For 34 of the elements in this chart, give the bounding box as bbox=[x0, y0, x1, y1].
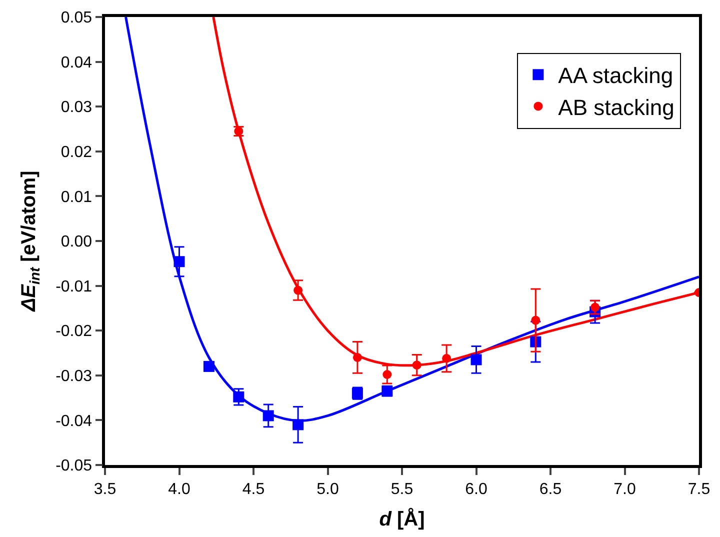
x-tick-label: 5.5 bbox=[390, 480, 414, 498]
x-tick-label: 6.0 bbox=[465, 480, 488, 498]
y-tick-label: 0.01 bbox=[60, 188, 92, 206]
y-tick-label: -0.02 bbox=[56, 323, 92, 340]
point bbox=[174, 256, 185, 268]
x-tick-label: 4.0 bbox=[168, 480, 190, 498]
x-tick-label: 6.5 bbox=[539, 480, 562, 498]
point bbox=[352, 352, 362, 362]
x-tick-label: 5.0 bbox=[316, 480, 339, 498]
y-tick-label: 0.00 bbox=[60, 234, 92, 251]
point bbox=[262, 410, 274, 422]
y-tick-label: 0.04 bbox=[60, 54, 92, 72]
y-tick-label: -0.05 bbox=[56, 458, 92, 475]
point bbox=[382, 370, 392, 379]
x-tick-label: 7.0 bbox=[614, 480, 636, 498]
point bbox=[531, 316, 540, 325]
y-tick-label: -0.01 bbox=[56, 278, 92, 296]
point bbox=[294, 286, 303, 295]
x-tick-label: 3.5 bbox=[94, 480, 116, 498]
point bbox=[470, 354, 482, 366]
x-tick-label: 7.5 bbox=[688, 480, 710, 498]
y-tick-label: -0.04 bbox=[56, 412, 92, 430]
y-tick-label: 0.05 bbox=[60, 10, 92, 27]
point bbox=[412, 360, 422, 370]
x-tick-label: 4.5 bbox=[242, 480, 265, 498]
legend-label: AA stacking bbox=[558, 63, 674, 88]
y-tick-label: 0.02 bbox=[60, 144, 92, 161]
point bbox=[233, 391, 244, 402]
y-tick-label: -0.03 bbox=[56, 368, 92, 385]
legend-label: AB stacking bbox=[558, 94, 674, 120]
point bbox=[442, 354, 452, 363]
point bbox=[292, 419, 304, 430]
x-axis-title: d [Å] bbox=[379, 507, 425, 530]
y-tick-label: 0.03 bbox=[60, 99, 92, 116]
